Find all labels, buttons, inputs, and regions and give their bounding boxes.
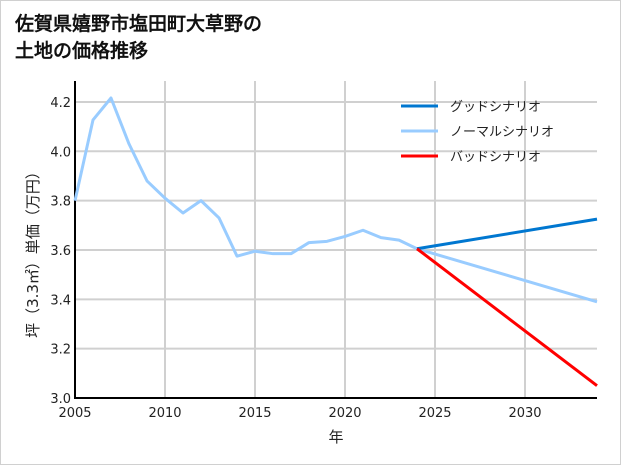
y-tick-label: 3.2	[50, 343, 71, 358]
series-line-0	[416, 217, 598, 251]
x-tick-label: 2030	[508, 406, 541, 421]
y-tick-label: 4.2	[50, 96, 71, 111]
series-line-2	[416, 247, 598, 387]
x-tick-label: 2025	[418, 406, 451, 421]
x-axis-label: 年	[328, 428, 343, 446]
legend-label: バッドシナリオ	[450, 150, 541, 165]
x-tick-label: 2020	[328, 406, 361, 421]
y-tick-label: 4.0	[50, 145, 71, 160]
y-tick-label: 3.0	[50, 392, 71, 407]
chart-title: 佐賀県嬉野市塩田町大草野の 土地の価格推移	[15, 13, 263, 62]
y-tick-label: 3.8	[50, 195, 71, 210]
y-axis-label: 坪（3.3㎡）単価（万円）	[24, 164, 42, 338]
legend-label: ノーマルシナリオ	[450, 125, 554, 140]
x-tick-label: 2010	[148, 406, 181, 421]
series-line-1	[73, 96, 598, 304]
y-tick-label: 3.4	[50, 293, 71, 308]
y-tick-label: 3.6	[50, 244, 71, 259]
x-tick-label: 2015	[238, 406, 271, 421]
x-tick-label: 2005	[58, 406, 91, 421]
legend-label: グッドシナリオ	[450, 100, 541, 115]
